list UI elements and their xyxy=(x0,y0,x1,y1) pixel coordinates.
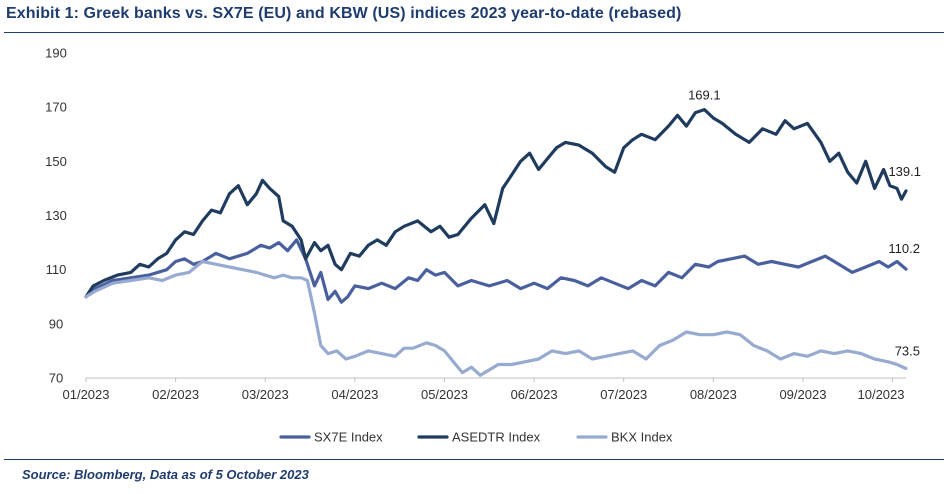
data-label: 73.5 xyxy=(895,344,920,359)
series-line-sx7e-index xyxy=(84,238,908,304)
legend-label: ASEDTR Index xyxy=(452,430,541,445)
x-tick-label: 02/2023 xyxy=(152,387,199,402)
y-tick-label: 170 xyxy=(45,100,67,115)
x-tick-label: 05/2023 xyxy=(421,387,468,402)
y-axis: 70 90 110 130 150 170 190 xyxy=(45,46,67,386)
x-tick-label: 10/2023 xyxy=(858,387,905,402)
chart-title: Exhibit 1: Greek banks vs. SX7E (EU) and… xyxy=(6,5,682,22)
series-lines xyxy=(84,107,908,377)
title-divider xyxy=(4,32,944,33)
data-label: 139.1 xyxy=(888,164,921,179)
y-tick-label: 130 xyxy=(45,208,67,223)
source-note: Source: Bloomberg, Data as of 5 October … xyxy=(22,467,309,482)
data-label: 110.2 xyxy=(888,241,920,256)
legend-label: SX7E Index xyxy=(314,430,383,445)
x-tick-label: 01/2023 xyxy=(63,387,110,402)
x-tick-label: 03/2023 xyxy=(242,387,289,402)
y-tick-label: 110 xyxy=(46,262,67,277)
x-tick-label: 04/2023 xyxy=(331,387,378,402)
y-tick-label: 90 xyxy=(49,316,63,331)
legend-label: BKX Index xyxy=(611,430,673,445)
y-tick-label: 150 xyxy=(45,154,67,169)
x-tick-label: 08/2023 xyxy=(690,387,737,402)
y-tick-label: 190 xyxy=(45,46,67,61)
x-axis: 01/2023 02/2023 03/2023 04/2023 05/2023 06/20… xyxy=(63,378,905,402)
source-divider xyxy=(4,459,944,460)
x-tick-label: 09/2023 xyxy=(779,387,826,402)
x-tick-label: 07/2023 xyxy=(600,387,647,402)
data-labels: 169.1 139.1 110.2 73.5 xyxy=(688,88,921,359)
series-line-asedtr-index xyxy=(84,107,908,299)
data-label: 169.1 xyxy=(688,88,721,103)
x-tick-label: 06/2023 xyxy=(511,387,558,402)
series-line-bkx-index xyxy=(84,259,908,377)
y-tick-label: 70 xyxy=(49,371,63,386)
legend: SX7E Index ASEDTR Index BKX Index xyxy=(279,430,673,445)
